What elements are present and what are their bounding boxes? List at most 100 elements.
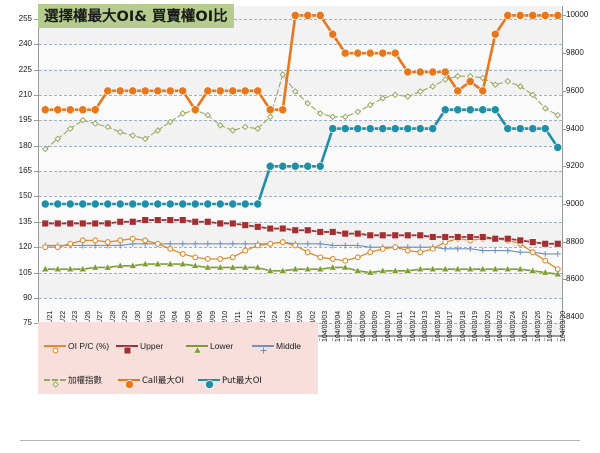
data-point (303, 265, 312, 273)
data-point (42, 244, 49, 251)
data-point (504, 234, 512, 243)
data-point (242, 240, 249, 247)
data-point (304, 226, 312, 234)
data-point (53, 265, 62, 273)
data-point (428, 124, 438, 134)
data-point (216, 263, 225, 271)
data-point (116, 128, 124, 136)
data-point (241, 123, 249, 131)
data-point (116, 261, 125, 269)
data-point (253, 199, 263, 209)
data-point (229, 219, 237, 228)
data-point (515, 10, 525, 20)
data-point (52, 381, 59, 388)
y-tick-label-right: 9400 (566, 123, 584, 133)
x-tick-mark (494, 338, 496, 341)
series-line (44, 241, 559, 255)
y-tick-mark-left (34, 69, 38, 71)
data-point (242, 247, 249, 254)
legend-item[interactable]: 加權指數 (44, 370, 102, 390)
legend-label: Lower (210, 341, 234, 351)
data-point (553, 10, 563, 20)
data-point (391, 266, 400, 274)
data-point (203, 86, 213, 96)
x-tick-mark (481, 338, 483, 341)
data-point (516, 83, 524, 90)
y-tick-label-right: 8800 (566, 236, 584, 246)
data-point (365, 48, 375, 58)
x-tick-label: 104/03/26 (534, 310, 542, 342)
data-point (329, 228, 337, 236)
data-point (279, 239, 286, 246)
data-point (179, 240, 186, 247)
y-tick-mark-left (34, 272, 38, 274)
y-tick-label-left: 195 (18, 115, 32, 125)
data-point (340, 124, 350, 134)
legend-item[interactable]: Put最大OI (198, 370, 262, 390)
data-point (478, 265, 487, 273)
data-point (54, 219, 62, 228)
gridline (39, 171, 562, 172)
y-tick-label-right: 8600 (566, 274, 584, 284)
data-point (442, 245, 449, 252)
data-point (379, 94, 387, 102)
data-point (205, 380, 214, 389)
legend-item[interactable]: Call最大OI (118, 370, 184, 390)
data-point (103, 199, 113, 209)
data-point (441, 76, 449, 83)
data-point (67, 240, 74, 247)
data-point (54, 244, 61, 251)
legend-line (252, 345, 274, 347)
data-point (129, 235, 136, 242)
data-point (167, 240, 174, 247)
data-point (190, 105, 200, 115)
x-tick-mark (431, 338, 433, 341)
data-point (204, 111, 212, 119)
series-layer (40, 10, 563, 278)
x-tick-mark (506, 338, 508, 341)
data-point (354, 242, 361, 249)
legend-line (118, 379, 140, 381)
gridline (39, 145, 562, 147)
data-point (466, 265, 475, 273)
data-point (292, 242, 299, 249)
y-tick-label-right: 8400 (566, 312, 584, 322)
data-point (478, 86, 488, 96)
legend-item[interactable]: Lower (186, 336, 233, 356)
x-tick-label: 104/03/20 (484, 310, 492, 342)
x-tick-mark (469, 338, 471, 341)
legend-item[interactable]: Middle (252, 336, 301, 356)
x-tick-mark (356, 338, 358, 341)
gridline (39, 18, 562, 20)
data-point (103, 86, 113, 96)
data-point (66, 125, 74, 132)
data-point (354, 108, 362, 116)
data-point (366, 268, 375, 276)
data-point (529, 249, 536, 256)
legend-item[interactable]: OI P/C (%) (44, 336, 109, 356)
gridline (39, 297, 562, 299)
y-tick-mark-left (34, 323, 38, 325)
x-tick-label: 104/03/18 (459, 310, 467, 342)
data-point (403, 124, 413, 134)
series-Lower (41, 259, 562, 278)
data-point (304, 240, 311, 247)
y-tick-mark-right (562, 279, 566, 281)
data-point (241, 221, 249, 229)
legend-line (186, 345, 208, 347)
data-point (178, 259, 187, 267)
legend-swatch (116, 341, 138, 355)
data-point (278, 161, 288, 171)
data-point (104, 123, 112, 131)
legend-item[interactable]: Upper (116, 336, 163, 356)
y-tick-label-right: 9000 (566, 199, 584, 208)
y-tick-label-left: 75 (23, 318, 32, 328)
data-point (379, 245, 386, 252)
x-tick-mark (331, 338, 333, 341)
data-point (540, 10, 550, 20)
data-point (342, 242, 349, 249)
plot-area (38, 6, 563, 336)
data-point (353, 266, 362, 274)
series-Upper (41, 216, 562, 248)
data-point (141, 135, 149, 143)
